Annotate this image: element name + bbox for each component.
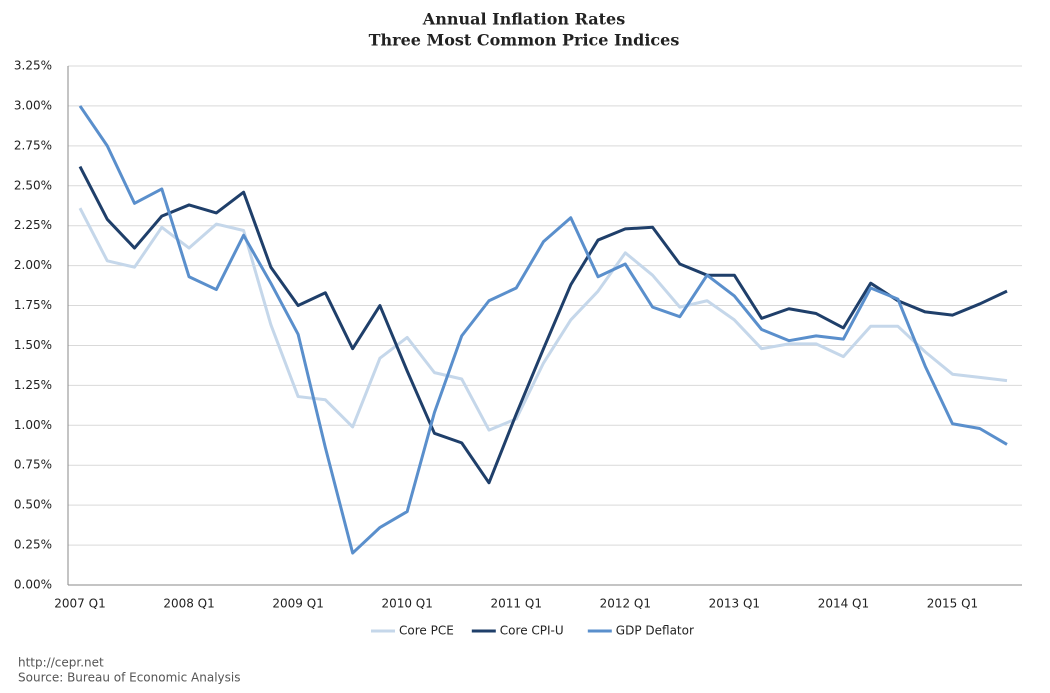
x-tick-label: 2007 Q1 [54, 597, 105, 611]
y-tick-label: 2.50% [14, 178, 52, 192]
x-tick-label: 2009 Q1 [272, 597, 323, 611]
y-tick-label: 0.50% [14, 498, 52, 512]
footnote: http://cepr.net [18, 656, 104, 670]
y-tick-label: 0.00% [14, 578, 52, 592]
x-tick-label: 2014 Q1 [818, 597, 869, 611]
y-tick-label: 1.75% [14, 298, 52, 312]
x-tick-label: 2015 Q1 [927, 597, 978, 611]
y-tick-label: 3.25% [14, 59, 52, 73]
y-tick-label: 1.00% [14, 418, 52, 432]
y-tick-label: 2.75% [14, 138, 52, 152]
legend-label: Core PCE [399, 624, 454, 638]
y-tick-label: 3.00% [14, 98, 52, 112]
x-tick-label: 2010 Q1 [381, 597, 432, 611]
x-tick-label: 2011 Q1 [491, 597, 542, 611]
y-tick-label: 1.50% [14, 338, 52, 352]
legend-label: Core CPI-U [500, 624, 564, 638]
x-tick-label: 2012 Q1 [600, 597, 651, 611]
legend-label: GDP Deflator [616, 624, 694, 638]
series-line [78, 165, 1008, 485]
y-tick-label: 2.25% [14, 218, 52, 232]
y-tick-label: 0.75% [14, 458, 52, 472]
x-tick-label: 2008 Q1 [163, 597, 214, 611]
chart-subtitle: Three Most Common Price Indices [369, 31, 680, 50]
series-line [78, 105, 1008, 555]
y-tick-label: 0.25% [14, 538, 52, 552]
x-tick-label: 2013 Q1 [709, 597, 760, 611]
footnote: Source: Bureau of Economic Analysis [18, 671, 240, 685]
y-tick-label: 1.25% [14, 378, 52, 392]
chart-title: Annual Inflation Rates [422, 10, 625, 29]
y-tick-label: 2.00% [14, 258, 52, 272]
series-line [78, 207, 1008, 432]
